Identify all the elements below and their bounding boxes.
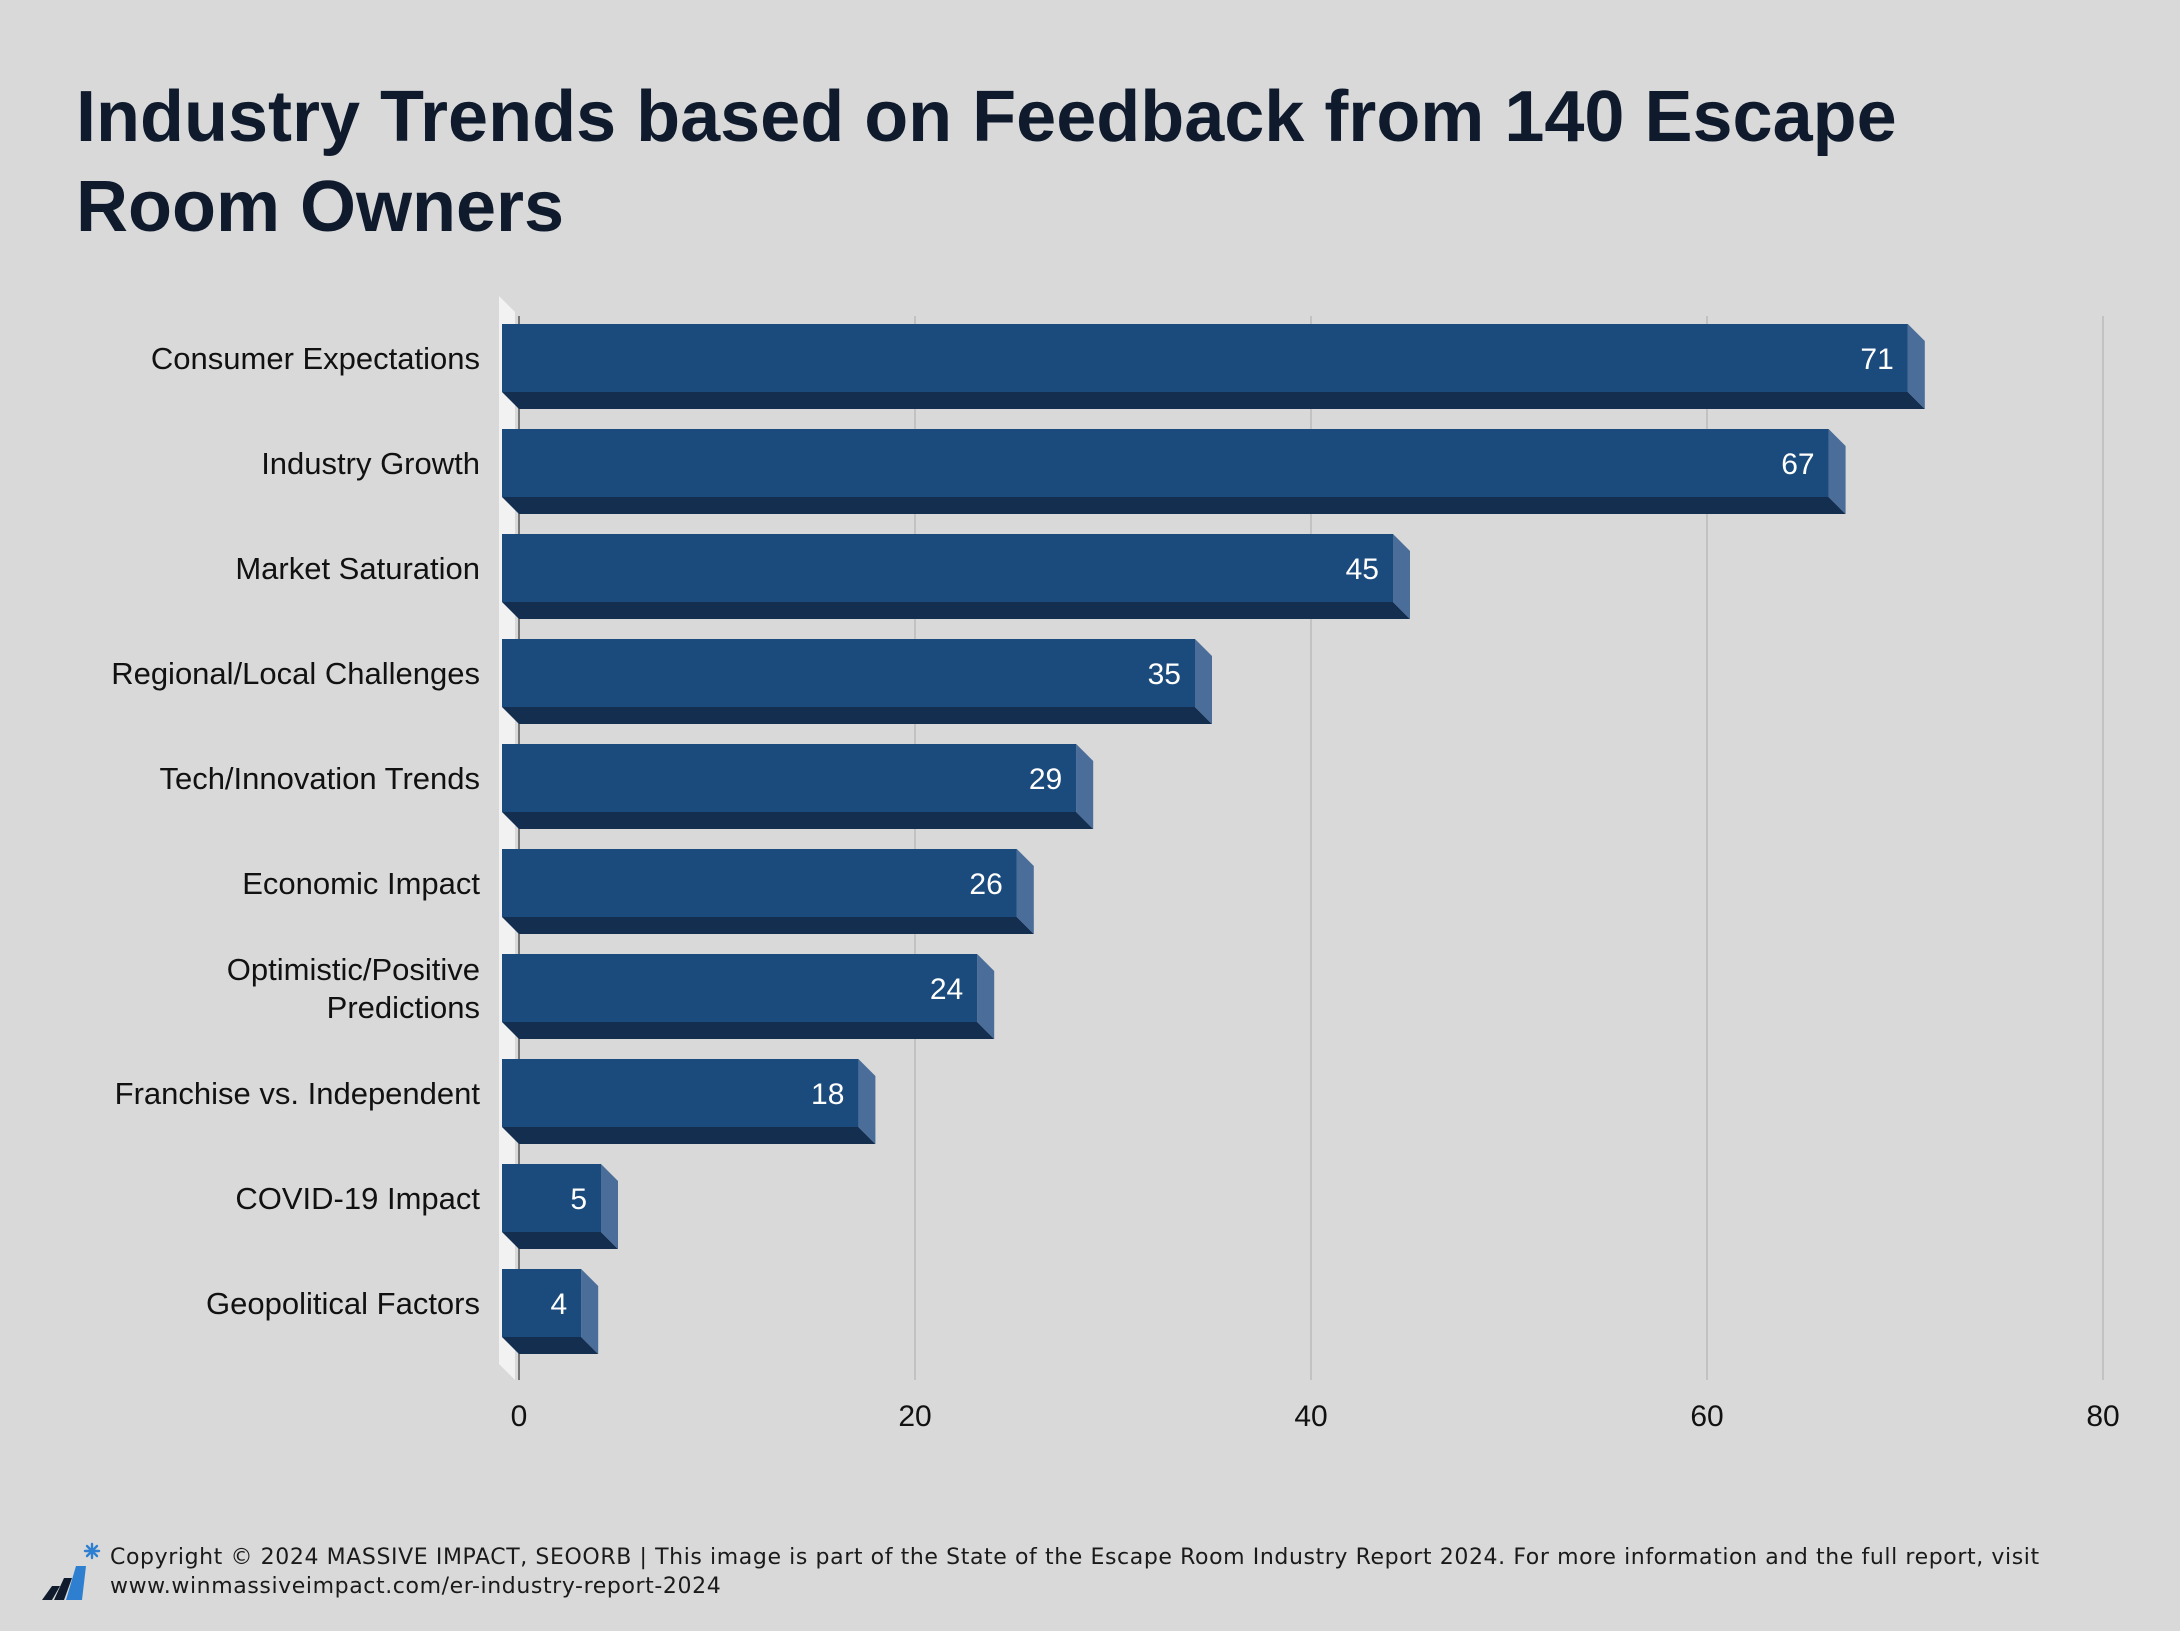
bar-chart: 71 67 45 35 29 26 24 18 5 4 Consumer Expectations… xyxy=(111,296,2120,1433)
bar: 71 xyxy=(502,324,1925,409)
bar: 67 xyxy=(502,429,1846,514)
bar-value-label: 35 xyxy=(1148,658,1181,691)
x-tick-label: 0 xyxy=(511,1400,528,1433)
bar-value-label: 26 xyxy=(969,868,1002,901)
x-tick-label: 40 xyxy=(1294,1400,1327,1433)
bar-front-face xyxy=(502,1269,582,1337)
bar-side-face xyxy=(1907,324,1925,409)
bars: 71 67 45 35 29 26 24 18 5 4 xyxy=(502,324,1925,1354)
category-label: Optimistic/Positive Predictions xyxy=(227,952,480,1025)
bar-value-label: 67 xyxy=(1781,448,1814,481)
bar-value-label: 4 xyxy=(551,1288,568,1321)
bar-side-face xyxy=(1076,744,1094,829)
bar-side-face xyxy=(1195,639,1212,724)
bar-bottom-face xyxy=(502,392,1925,409)
bar-value-label: 71 xyxy=(1860,343,1893,376)
bar-bottom-face xyxy=(502,707,1212,724)
x-tick-label: 20 xyxy=(898,1400,931,1433)
copyright-text: Copyright © 2024 MASSIVE IMPACT, SEOORB … xyxy=(110,1545,2040,1599)
bar-bottom-face xyxy=(502,1127,876,1144)
bar-side-face xyxy=(1828,429,1846,514)
bar-value-label: 18 xyxy=(811,1078,844,1111)
x-tick-label: 80 xyxy=(2086,1400,2119,1433)
bar-front-face xyxy=(502,1164,601,1232)
bar: 29 xyxy=(502,744,1094,829)
bar-side-face xyxy=(1016,849,1034,934)
category-label: COVID-19 Impact xyxy=(235,1181,480,1216)
category-label: Industry Growth xyxy=(261,446,480,481)
bar-front-face xyxy=(502,639,1195,707)
bar-front-face xyxy=(502,324,1908,392)
category-label: Regional/Local Challenges xyxy=(111,656,480,691)
bar-front-face xyxy=(502,744,1077,812)
bar-bottom-face xyxy=(502,497,1846,514)
category-labels: Consumer Expectations Industry Growth Mark… xyxy=(111,341,480,1321)
bar: 24 xyxy=(502,954,995,1039)
category-label: Tech/Innovation Trends xyxy=(159,761,480,796)
bar: 18 xyxy=(502,1059,876,1144)
category-label: Economic Impact xyxy=(242,866,480,901)
bar-value-label: 24 xyxy=(930,973,963,1006)
bar-side-face xyxy=(601,1164,618,1249)
bar-bottom-face xyxy=(502,917,1034,934)
footer: Copyright © 2024 MASSIVE IMPACT, SEOORB … xyxy=(40,1540,2160,1610)
massive-impact-logo-icon xyxy=(42,1542,101,1600)
category-label: Market Saturation xyxy=(235,551,480,586)
category-label: Franchise vs. Independent xyxy=(115,1076,481,1111)
bar-bottom-face xyxy=(502,602,1410,619)
bar-side-face xyxy=(581,1269,599,1354)
bar-value-label: 5 xyxy=(570,1183,587,1216)
bar-front-face xyxy=(502,534,1393,602)
bar-bottom-face xyxy=(502,812,1094,829)
bar-side-face xyxy=(858,1059,876,1144)
x-tick-labels: 0 20 40 60 80 xyxy=(511,1400,2120,1433)
chart-title: Industry Trends based on Feedback from 1… xyxy=(76,77,1897,247)
bar-value-label: 45 xyxy=(1346,553,1379,586)
bar: 26 xyxy=(502,849,1034,934)
bar-front-face xyxy=(502,849,1017,917)
bar: 35 xyxy=(502,639,1212,724)
bar-front-face xyxy=(502,954,978,1022)
bar: 4 xyxy=(502,1269,599,1354)
bar-bottom-face xyxy=(502,1232,618,1249)
bar-bottom-face xyxy=(502,1337,599,1354)
bar-bottom-face xyxy=(502,1022,995,1039)
bar: 45 xyxy=(502,534,1410,619)
bar-value-label: 29 xyxy=(1029,763,1062,796)
category-label: Consumer Expectations xyxy=(151,341,480,376)
bar-side-face xyxy=(1393,534,1410,619)
bar-side-face xyxy=(977,954,995,1039)
bar-front-face xyxy=(502,1059,859,1127)
category-label: Geopolitical Factors xyxy=(206,1286,480,1321)
x-tick-label: 60 xyxy=(1690,1400,1723,1433)
bar: 5 xyxy=(502,1164,618,1249)
bar-front-face xyxy=(502,429,1829,497)
